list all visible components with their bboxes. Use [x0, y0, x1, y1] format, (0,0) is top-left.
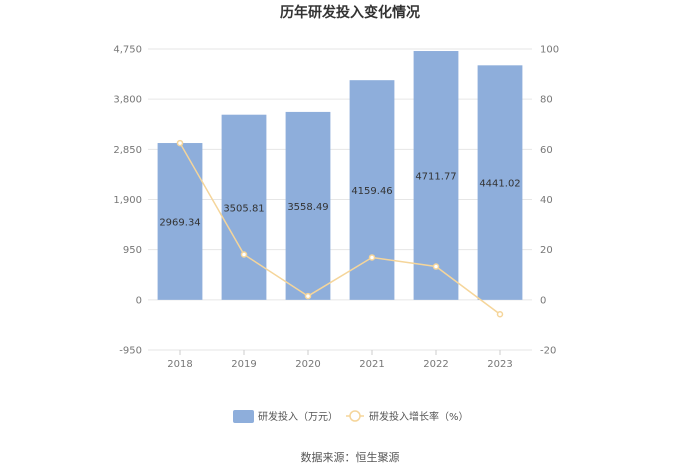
- y-left-tick-label: 1,900: [113, 195, 142, 206]
- y-left-tick-label: 950: [123, 245, 142, 256]
- legend-label-bar: 研发投入（万元）: [258, 410, 338, 423]
- axis-layer: -950 0 950 1,900 2,850 3,800 4,750 -20 0 20 40 60 80…: [113, 45, 559, 371]
- y-left-tick-label: 0: [136, 295, 142, 306]
- bar-2022: [413, 51, 459, 300]
- bar-data-label: 4159.46: [351, 186, 392, 197]
- bar-data-label: 3505.81: [223, 203, 264, 214]
- bar-2023: [477, 65, 523, 300]
- growth-point-2021: [368, 254, 376, 261]
- bar-2020: [285, 111, 331, 300]
- x-tick-label: 2021: [359, 359, 384, 370]
- y-right-tick-label: -20: [540, 346, 556, 357]
- x-tick-label: 2019: [231, 359, 256, 370]
- chart-title: 历年研发投入变化情况: [280, 4, 420, 21]
- growth-line: [179, 142, 501, 315]
- legend-swatch-bar: [233, 410, 254, 423]
- bars-layer: [157, 51, 523, 300]
- growth-point-2019: [240, 251, 248, 258]
- y-right-tick-label: 0: [540, 295, 546, 306]
- y-right-tick-label: 20: [540, 245, 553, 256]
- y-right-tick-label: 80: [540, 95, 553, 106]
- legend-label-line: 研发投入增长率（%）: [369, 410, 469, 423]
- x-tick-label: 2023: [487, 359, 512, 370]
- bar-2019: [221, 114, 267, 300]
- legend: 研发投入（万元） 研发投入增长率（%）: [233, 410, 469, 423]
- y-right-tick-label: 100: [540, 45, 559, 56]
- grid-layer: [148, 48, 532, 351]
- labels-layer: 2969.34 3505.81 3558.49 4159.46 4711.77 4441.…: [159, 171, 520, 228]
- y-right-tick-label: 60: [540, 145, 553, 156]
- y-left-tick-label: -950: [119, 346, 142, 357]
- x-tick-label: 2022: [423, 359, 448, 370]
- growth-point-2022: [432, 263, 440, 270]
- bar-data-label: 2969.34: [159, 217, 200, 228]
- legend-swatch-line-marker: [349, 410, 361, 422]
- growth-point-2023: [496, 311, 504, 318]
- line-layer: [176, 139, 504, 318]
- y-left-tick-label: 3,800: [113, 95, 142, 106]
- bar-2021: [349, 80, 395, 300]
- x-tick-label: 2020: [295, 359, 320, 370]
- source-note: 数据来源：恒生聚源: [301, 450, 400, 464]
- growth-point-2020: [304, 292, 312, 300]
- x-tick-label: 2018: [167, 359, 192, 370]
- y-left-tick-label: 2,850: [113, 145, 142, 156]
- y-left-tick-label: 4,750: [113, 45, 142, 56]
- growth-point-2018: [176, 139, 184, 147]
- y-right-tick-label: 40: [540, 195, 553, 206]
- bar-data-label: 3558.49: [287, 202, 328, 213]
- bar-data-label: 4711.77: [415, 171, 456, 182]
- bar-data-label: 4441.02: [479, 179, 520, 190]
